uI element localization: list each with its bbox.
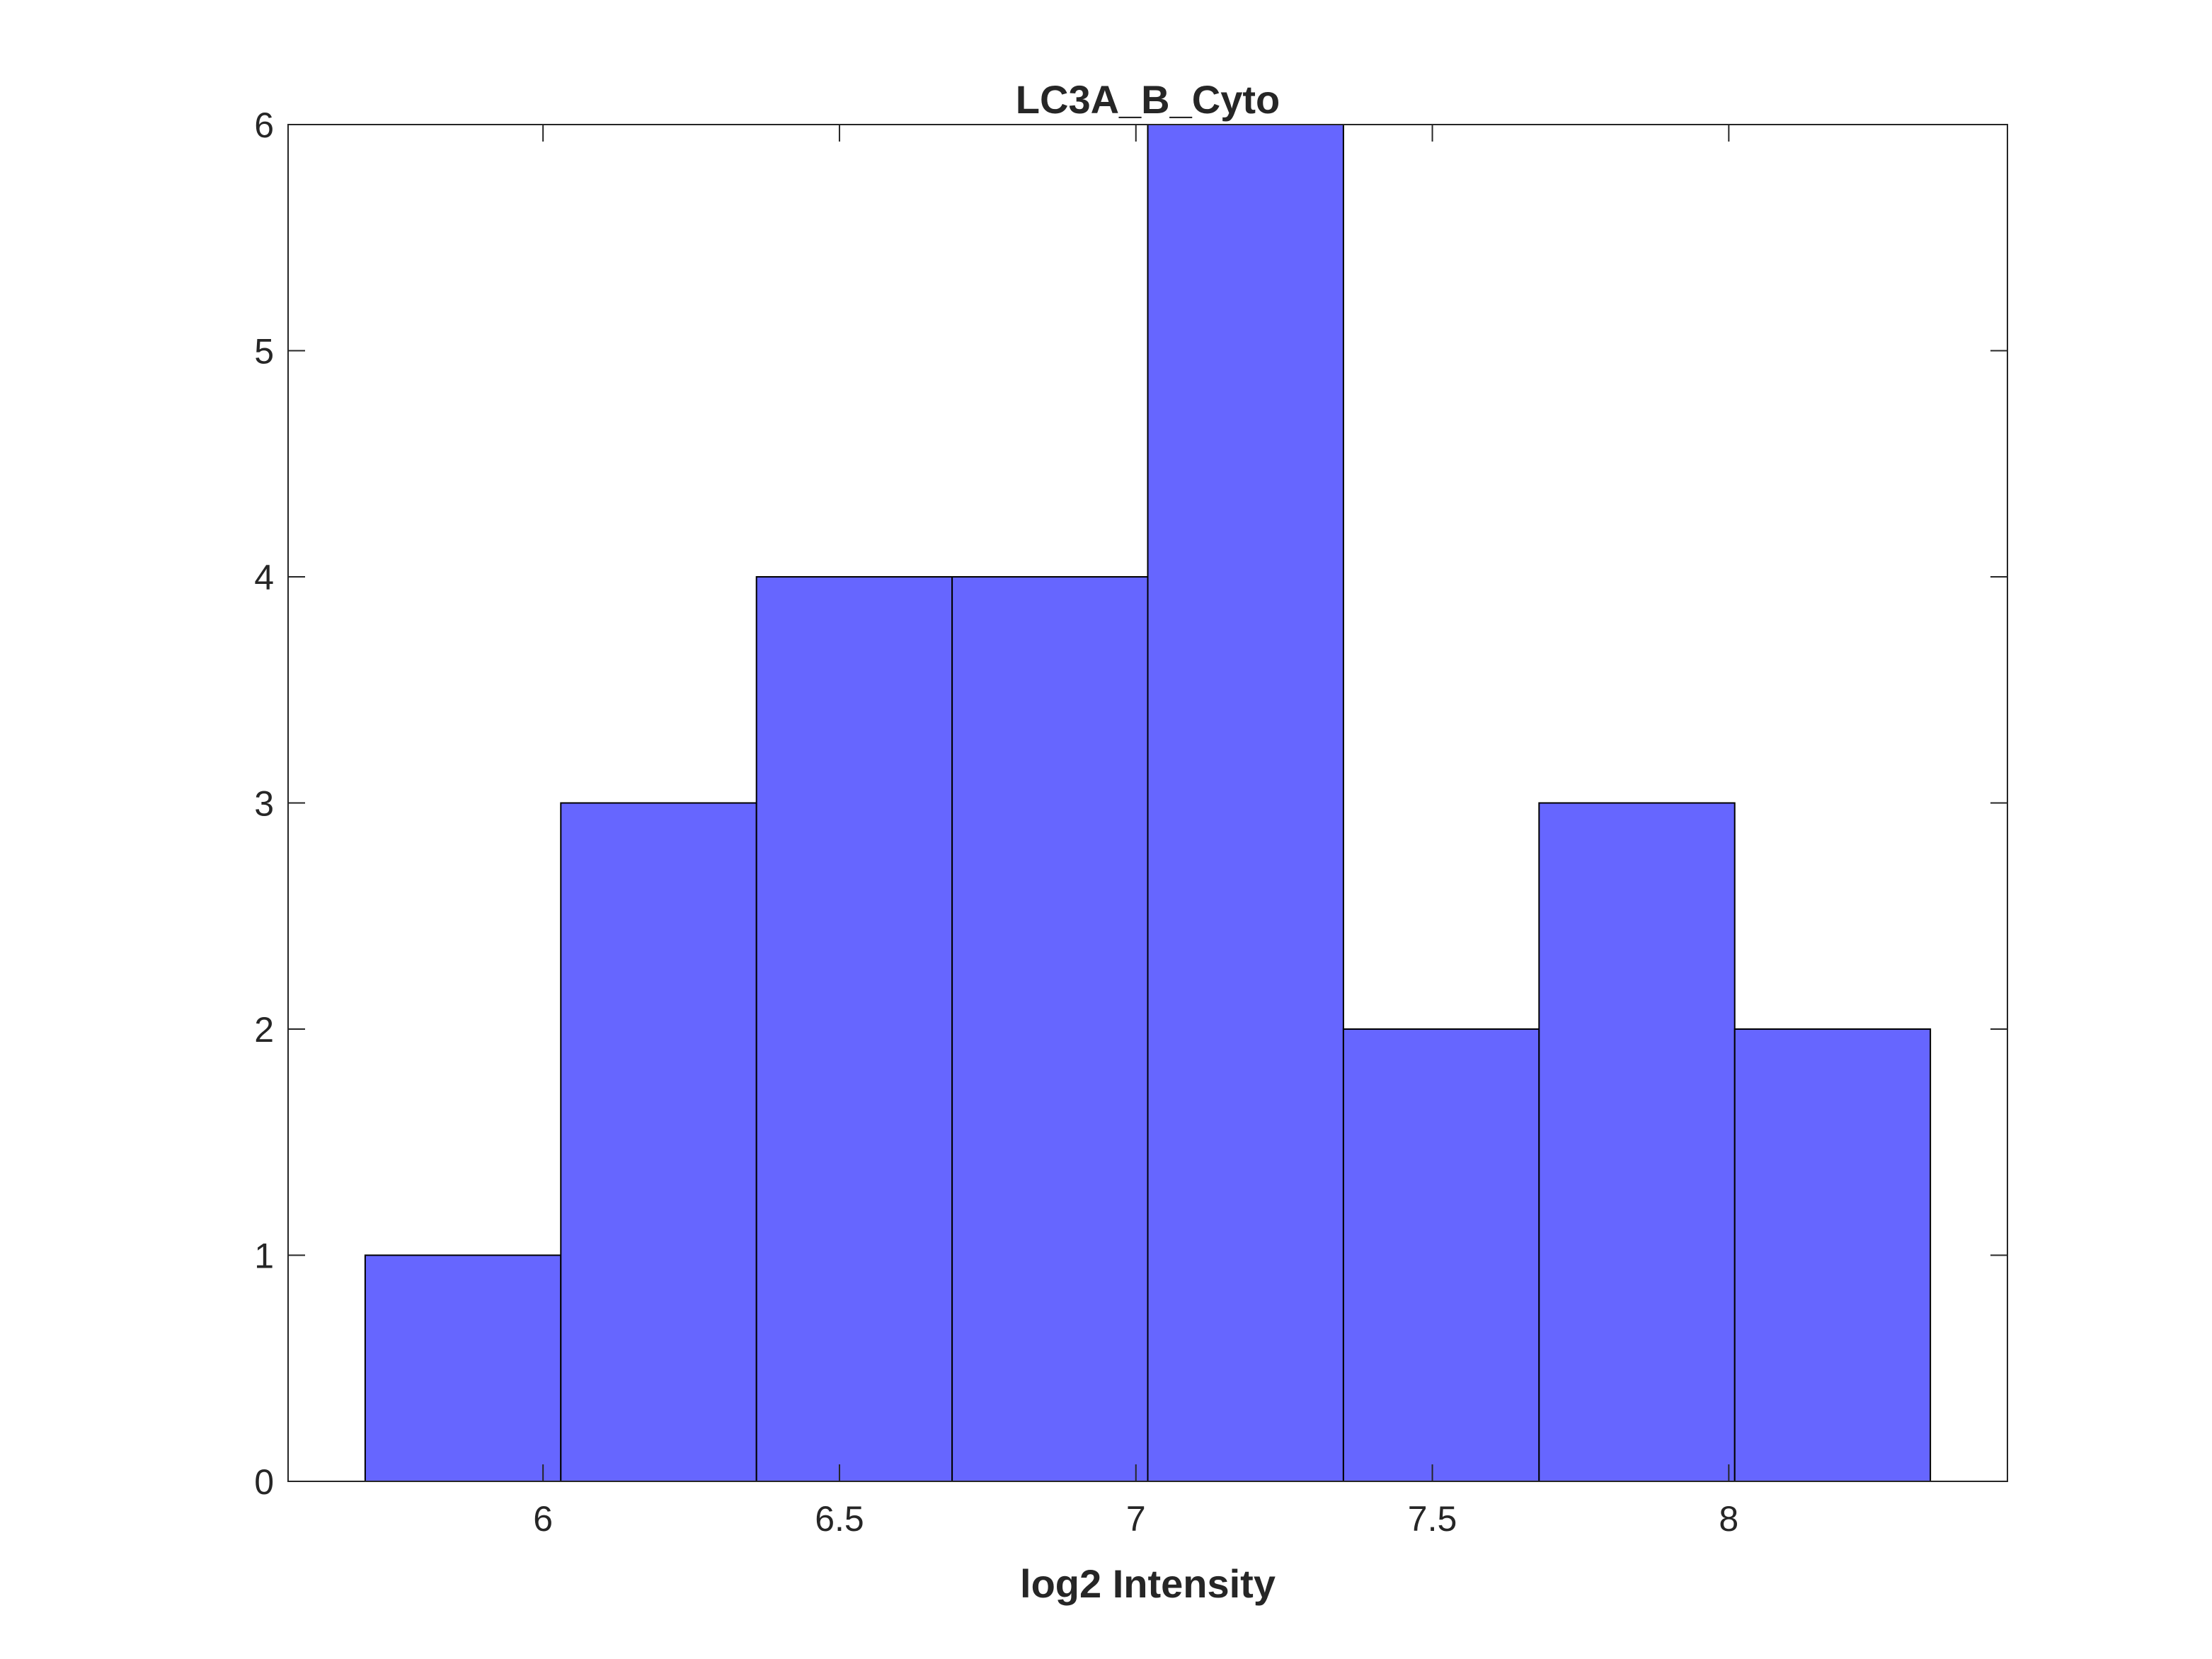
- histogram-bar: [755, 576, 953, 1482]
- y-tick-label: 1: [254, 1236, 274, 1276]
- x-tick-label: 6.5: [815, 1499, 864, 1539]
- x-tick-label: 7: [1126, 1499, 1146, 1539]
- histogram-bar: [1734, 1028, 1932, 1482]
- bars-group: [364, 124, 1932, 1482]
- histogram-bar: [951, 576, 1149, 1482]
- y-tick-label: 5: [254, 332, 274, 372]
- x-axis-label: log2 Intensity: [1020, 1561, 1276, 1606]
- y-tick-label: 0: [254, 1462, 274, 1502]
- histogram-bar: [1147, 124, 1344, 1482]
- x-tick-label: 8: [1719, 1499, 1738, 1539]
- histogram-bar: [560, 802, 757, 1482]
- x-tick-label: 6: [533, 1499, 553, 1539]
- y-tick-label: 3: [254, 784, 274, 824]
- y-tick-label: 2: [254, 1010, 274, 1050]
- y-tick-label: 4: [254, 558, 274, 597]
- histogram-bar: [1342, 1028, 1540, 1482]
- y-ticks-group: 0 1 2 3 4 5 6: [254, 105, 2007, 1502]
- x-tick-label: 7.5: [1408, 1499, 1457, 1539]
- x-ticks-group: 6 6.5 7 7.5 8: [533, 125, 1738, 1539]
- chart-title: LC3A_B_Cyto: [1016, 77, 1280, 122]
- histogram-bar: [1538, 802, 1736, 1482]
- y-tick-label: 6: [254, 105, 274, 145]
- histogram-bar: [364, 1254, 562, 1482]
